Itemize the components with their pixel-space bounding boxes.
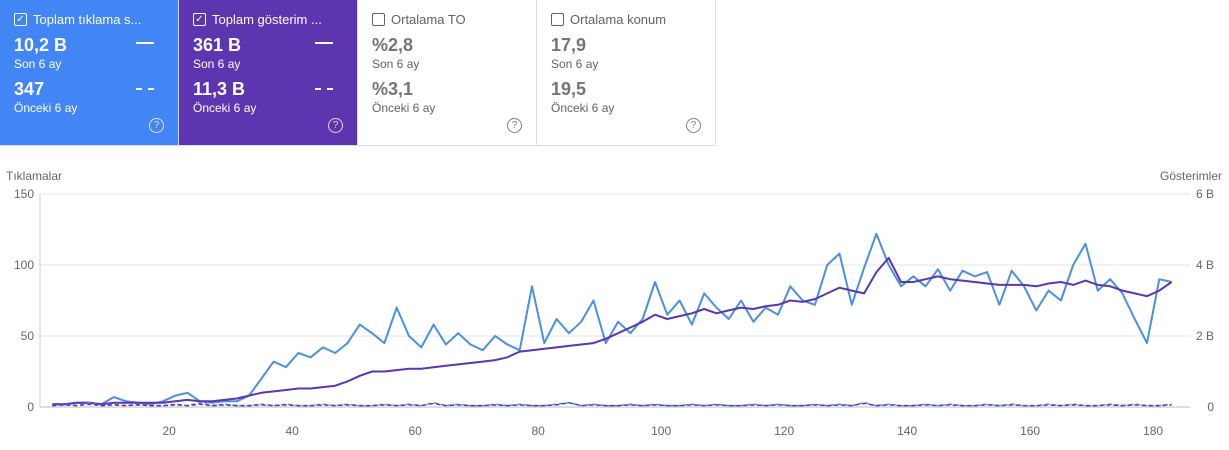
x-tick-label: 140 [897, 424, 917, 438]
x-tick-label: 80 [531, 424, 545, 438]
metric-card[interactable]: ✓ Toplam gösterim ... 361 B Son 6 ay 11,3 B Ö… [179, 0, 358, 146]
current-label: Son 6 ay [372, 57, 420, 71]
series-line [52, 401, 1172, 407]
previous-value: %3,1 [372, 79, 414, 99]
current-label: Son 6 ay [14, 57, 62, 71]
metric-card[interactable]: ✓ Toplam tıklama s... 10,2 B Son 6 ay 347 Önc… [0, 0, 179, 146]
help-icon: ? [328, 118, 343, 133]
metric-card[interactable]: Ortalama konum 17,9 Son 6 ay 19,5 Önceki 6 a… [537, 0, 716, 146]
current-value: 10,2 B [14, 35, 68, 55]
y2-tick-label: 2 B [1196, 329, 1214, 343]
previous-label: Önceki 6 ay [14, 101, 78, 115]
help-icon: ? [149, 118, 164, 133]
y2-axis-label: Gösterimler [1160, 169, 1222, 183]
x-tick-label: 180 [1143, 424, 1163, 438]
metric-cards: ✓ Toplam tıklama s... 10,2 B Son 6 ay 347 Önc… [0, 0, 716, 146]
series-line [52, 256, 1173, 406]
current-label: Son 6 ay [193, 57, 241, 71]
checkbox[interactable]: ✓ [193, 13, 206, 26]
x-tick-label: 120 [774, 424, 794, 438]
x-tick-label: 60 [408, 424, 422, 438]
y2-tick-label: 6 B [1196, 187, 1214, 201]
x-tick-label: 100 [651, 424, 671, 438]
current-value: 361 B [193, 35, 242, 55]
legend-dashed [315, 88, 333, 90]
previous-label: Önceki 6 ay [551, 101, 615, 115]
previous-value: 11,3 B [193, 79, 246, 99]
current-value: %2,8 [372, 35, 414, 55]
previous-value: 347 [14, 79, 45, 99]
x-tick-label: 40 [285, 424, 299, 438]
legend-solid [315, 42, 333, 44]
card-title: Ortalama TO [372, 12, 522, 27]
card-title-text: Toplam tıklama s... [33, 12, 142, 27]
previous-label: Önceki 6 ay [193, 101, 257, 115]
chart: Tıklamalar Gösterimler 0 50 100 150 0 2 B 4 B 6 B… [6, 169, 1222, 438]
current-label: Son 6 ay [551, 57, 599, 71]
y2-tick-label: 4 B [1196, 258, 1214, 272]
card-title: ✓ Toplam gösterim ... [193, 12, 343, 27]
checkbox[interactable] [551, 13, 564, 26]
y-axis-label: Tıklamalar [6, 169, 62, 183]
help-icon: ? [686, 118, 701, 133]
series-line [52, 401, 1172, 407]
series-line [52, 232, 1172, 406]
previous-value: 19,5 [551, 79, 587, 99]
y-tick-label: 0 [27, 400, 34, 414]
y-tick-label: 50 [21, 329, 35, 343]
current-value: 17,9 [551, 35, 587, 55]
x-tick-label: 20 [162, 424, 176, 438]
x-tick-label: 160 [1020, 424, 1040, 438]
card-title-text: Toplam gösterim ... [212, 12, 322, 27]
y2-tick-label: 0 [1207, 400, 1214, 414]
y-tick-label: 100 [14, 258, 34, 272]
help-icon: ? [507, 118, 522, 133]
previous-label: Önceki 6 ay [372, 101, 436, 115]
legend-dashed [136, 88, 154, 90]
card-title-text: Ortalama TO [391, 12, 466, 27]
metric-card[interactable]: Ortalama TO %2,8 Son 6 ay %3,1 Önceki 6 ay? [358, 0, 537, 146]
card-title: ✓ Toplam tıklama s... [14, 12, 164, 27]
card-title: Ortalama konum [551, 12, 701, 27]
y-tick-label: 150 [14, 187, 34, 201]
checkbox[interactable]: ✓ [14, 13, 27, 26]
card-title-text: Ortalama konum [570, 12, 667, 27]
legend-solid [136, 42, 154, 44]
checkbox[interactable] [372, 13, 385, 26]
